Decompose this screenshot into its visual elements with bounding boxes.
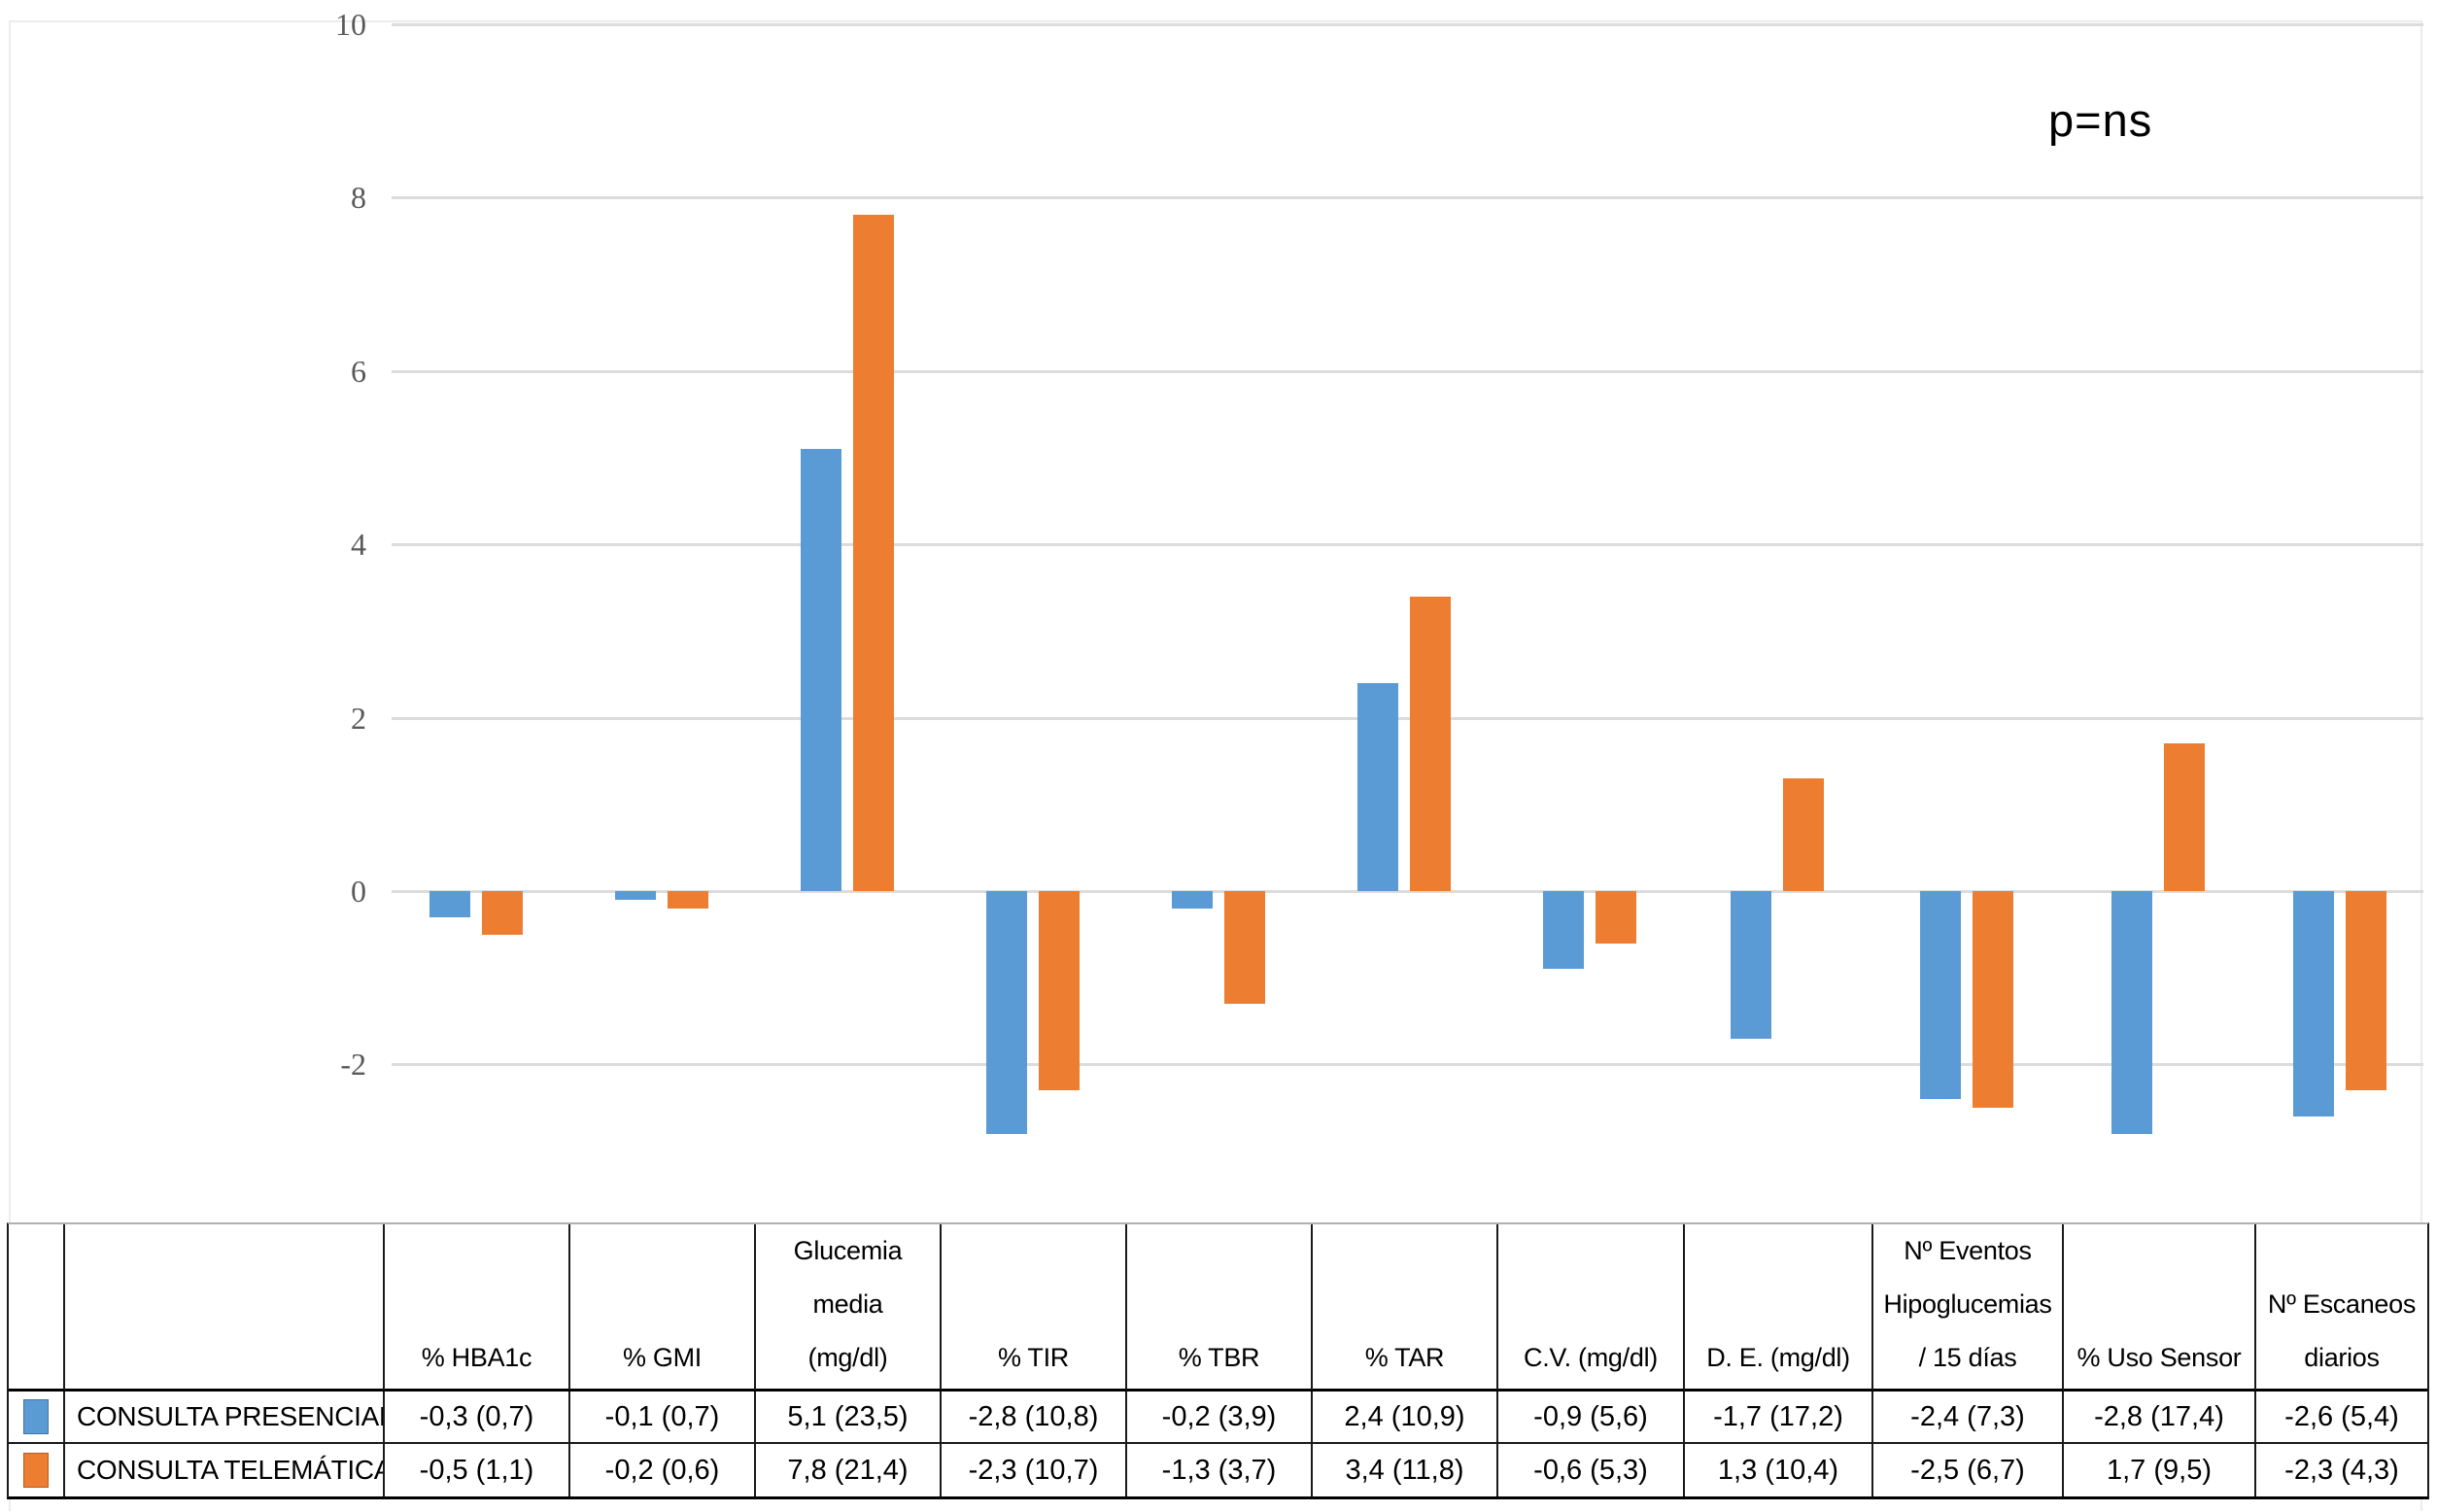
value-cell: -2,8 (17,4) bbox=[2064, 1392, 2256, 1444]
table-header-corner-label bbox=[65, 1224, 385, 1392]
bar-presencial bbox=[1543, 891, 1584, 970]
value-cell: -2,8 (10,8) bbox=[942, 1392, 1127, 1444]
table-header-line: Nº Eventos bbox=[1904, 1236, 2032, 1265]
value-cell: 3,4 (11,8) bbox=[1313, 1444, 1498, 1496]
table-header-line: Nº Escaneos bbox=[2267, 1289, 2417, 1319]
table-header-line: D. E. (mg/dl) bbox=[1706, 1343, 1850, 1372]
data-table: % HBA1c % GMI Glucemia media (mg/dl) % TIR % T… bbox=[7, 1222, 2429, 1499]
y-gridline bbox=[392, 1063, 2423, 1067]
table-header-line: % TAR bbox=[1364, 1343, 1445, 1372]
bar-telematica bbox=[852, 215, 894, 891]
y-gridline bbox=[392, 23, 2423, 26]
table-header-cell: Nº Escaneos diarios bbox=[2256, 1224, 2427, 1392]
bar-telematica bbox=[1223, 891, 1265, 1004]
legend-swatch-cell bbox=[9, 1392, 65, 1444]
bar-telematica bbox=[667, 891, 708, 909]
value-cell: 7,8 (21,4) bbox=[756, 1444, 942, 1496]
table-header-line: media bbox=[812, 1289, 883, 1319]
bar-presencial bbox=[2293, 891, 2334, 1117]
value-cell: 5,1 (23,5) bbox=[756, 1392, 942, 1444]
table-header-line: % TBR bbox=[1178, 1343, 1260, 1372]
value-cell: -0,3 (0,7) bbox=[385, 1392, 570, 1444]
bar-presencial bbox=[1731, 891, 1771, 1039]
y-tick-label: 10 bbox=[335, 7, 366, 42]
table-header-cell: % TAR bbox=[1313, 1224, 1498, 1392]
bar-telematica bbox=[2164, 743, 2205, 891]
bar-presencial bbox=[429, 891, 470, 917]
bar-presencial bbox=[1356, 682, 1398, 891]
value-cell: -1,3 (3,7) bbox=[1127, 1444, 1313, 1496]
table-header-cell: % GMI bbox=[570, 1224, 756, 1392]
value-cell: -2,4 (7,3) bbox=[1873, 1392, 2064, 1444]
table-header-corner-swatch bbox=[9, 1224, 65, 1392]
bar-telematica bbox=[481, 891, 523, 935]
y-gridline bbox=[392, 196, 2423, 200]
y-gridline bbox=[392, 890, 2423, 893]
value-cell: -2,6 (5,4) bbox=[2256, 1392, 2427, 1444]
table-header-cell: D. E. (mg/dl) bbox=[1685, 1224, 1873, 1392]
y-gridline bbox=[392, 543, 2423, 547]
value-cell: -0,1 (0,7) bbox=[570, 1392, 756, 1444]
value-cell: -0,9 (5,6) bbox=[1498, 1392, 1685, 1444]
value-cell: -1,7 (17,2) bbox=[1685, 1392, 1873, 1444]
y-tick-label: 8 bbox=[351, 180, 366, 216]
bar-telematica bbox=[1596, 891, 1636, 944]
value-cell: -0,5 (1,1) bbox=[385, 1444, 570, 1496]
table-header-cell: % Uso Sensor bbox=[2064, 1224, 2256, 1392]
table-header-line: Glucemia bbox=[793, 1236, 903, 1265]
legend-swatch-cell bbox=[9, 1444, 65, 1496]
bar-telematica bbox=[1409, 596, 1451, 891]
series-row-label: CONSULTA TELEMÁTICA bbox=[65, 1444, 385, 1496]
y-tick-label: -2 bbox=[340, 1047, 366, 1082]
bar-presencial bbox=[800, 449, 841, 891]
value-cell: -0,6 (5,3) bbox=[1498, 1444, 1685, 1496]
bar-presencial bbox=[985, 891, 1027, 1134]
table-header-line: % GMI bbox=[622, 1343, 702, 1372]
table-header-cell: Glucemia media (mg/dl) bbox=[756, 1224, 942, 1392]
table-header-line: C.V. (mg/dl) bbox=[1524, 1343, 1658, 1372]
bar-telematica bbox=[1973, 891, 2013, 1108]
bar-presencial bbox=[1171, 891, 1213, 909]
y-gridline bbox=[392, 716, 2423, 720]
table-header-line: (mg/dl) bbox=[807, 1343, 888, 1372]
p-value-annotation: p=ns bbox=[2048, 94, 2153, 146]
table-header-cell: % TBR bbox=[1127, 1224, 1313, 1392]
series-row-label: CONSULTA PRESENCIAL bbox=[65, 1392, 385, 1444]
value-cell: -2,3 (10,7) bbox=[942, 1444, 1127, 1496]
bar-telematica bbox=[2346, 891, 2386, 1091]
value-cell: -0,2 (0,6) bbox=[570, 1444, 756, 1496]
table-header-line: diarios bbox=[2304, 1343, 2380, 1372]
bar-telematica bbox=[1783, 778, 1824, 891]
table-header-line: % Uso Sensor bbox=[2077, 1343, 2242, 1372]
table-header-line: Hipoglucemias bbox=[1883, 1289, 2052, 1319]
bar-telematica bbox=[1038, 891, 1080, 1091]
value-cell: 1,7 (9,5) bbox=[2064, 1444, 2256, 1496]
table-header-line: % TIR bbox=[997, 1343, 1069, 1372]
table-header-cell: % HBA1c bbox=[385, 1224, 570, 1392]
bar-presencial bbox=[614, 891, 656, 900]
table-header-cell: C.V. (mg/dl) bbox=[1498, 1224, 1685, 1392]
value-cell: -2,5 (6,7) bbox=[1873, 1444, 2064, 1496]
value-cell: 1,3 (10,4) bbox=[1685, 1444, 1873, 1496]
y-tick-label: 6 bbox=[351, 353, 366, 389]
value-cell: -2,3 (4,3) bbox=[2256, 1444, 2427, 1496]
table-header-line: % HBA1c bbox=[421, 1343, 532, 1372]
table-header-cell: Nº Eventos Hipoglucemias / 15 días bbox=[1873, 1224, 2064, 1392]
value-cell: 2,4 (10,9) bbox=[1313, 1392, 1498, 1444]
y-tick-label: 4 bbox=[351, 527, 366, 563]
bar-presencial bbox=[1920, 891, 1961, 1100]
y-gridline bbox=[392, 369, 2423, 373]
table-header-cell: % TIR bbox=[942, 1224, 1127, 1392]
y-tick-label: 0 bbox=[351, 874, 366, 909]
legend-swatch-telematica bbox=[23, 1453, 49, 1488]
bar-presencial bbox=[2111, 891, 2152, 1134]
y-tick-label: 2 bbox=[351, 700, 366, 736]
legend-swatch-presencial bbox=[23, 1399, 49, 1434]
table-header-line: / 15 días bbox=[1918, 1343, 2017, 1372]
value-cell: -0,2 (3,9) bbox=[1127, 1392, 1313, 1444]
